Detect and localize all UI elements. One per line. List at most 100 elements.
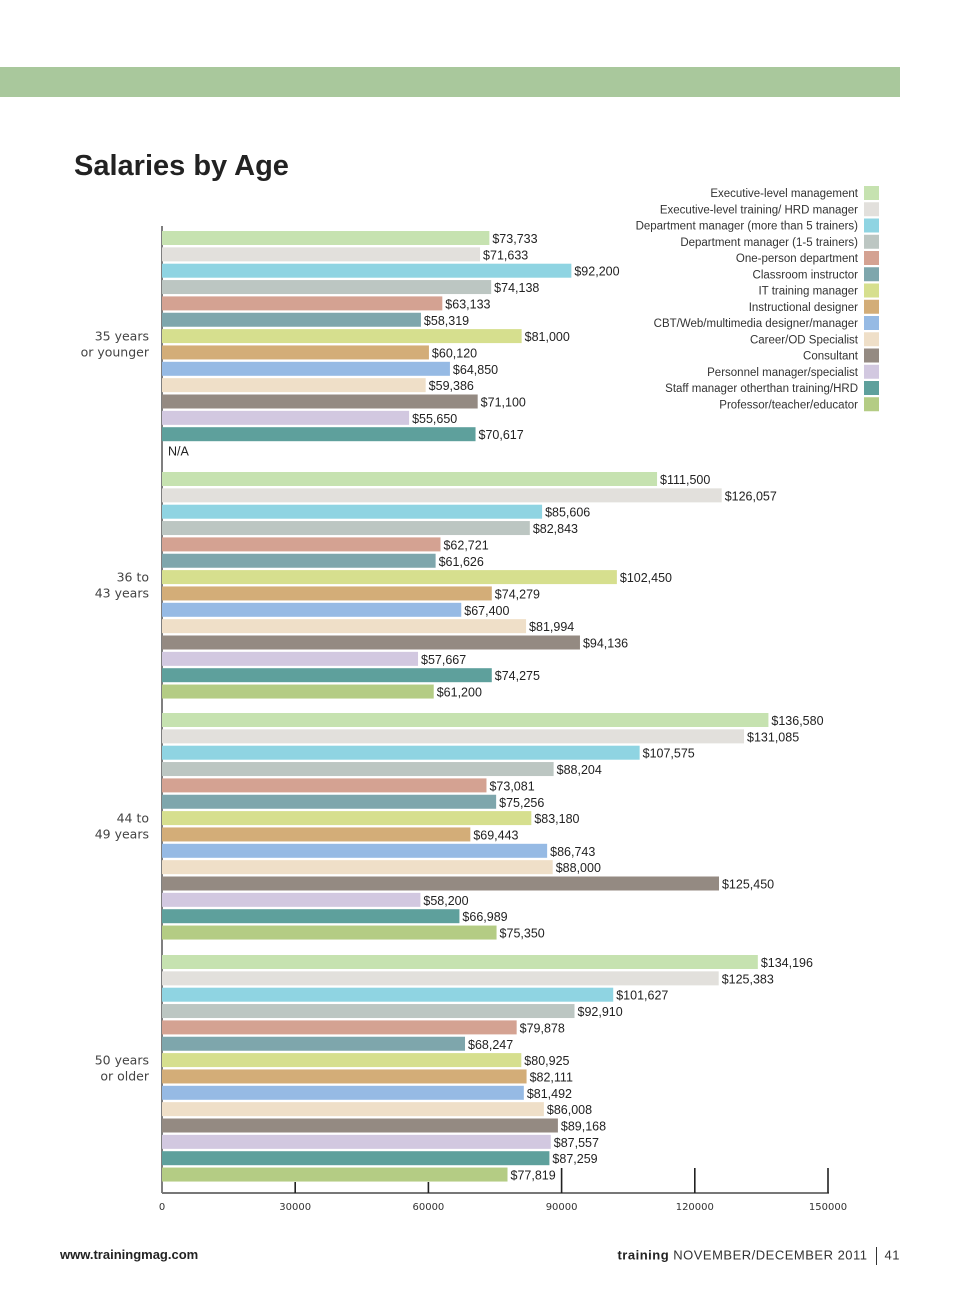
bar [162, 329, 522, 344]
bar [162, 909, 460, 924]
legend-label: Department manager (more than 5 trainers… [636, 221, 859, 233]
bar [162, 1020, 517, 1035]
bar [162, 427, 476, 442]
bar [162, 602, 462, 617]
data-label: $75,350 [500, 927, 545, 941]
footer-issue-info: training NOVEMBER/DECEMBER 2011 41 [617, 1247, 900, 1265]
data-label: $63,133 [445, 297, 490, 311]
bar [162, 876, 719, 891]
legend-swatch [864, 283, 879, 298]
legend-swatch [864, 364, 879, 379]
data-label: $68,247 [468, 1038, 513, 1052]
data-label: $82,843 [533, 522, 578, 536]
data-label: $64,850 [453, 363, 498, 377]
data-label: $88,000 [556, 861, 601, 875]
bar [162, 1053, 522, 1068]
legend-label: Personnel manager/specialist [707, 367, 859, 379]
data-label: $57,667 [421, 653, 466, 667]
legend-swatch [864, 381, 879, 395]
data-label: $86,743 [550, 845, 595, 859]
data-label: $87,557 [554, 1136, 599, 1150]
data-label: $86,008 [547, 1103, 592, 1117]
bar [162, 361, 450, 376]
x-tick-label: 60000 [412, 1202, 444, 1213]
legend-label: IT training manager [758, 286, 858, 298]
category-label: 36 to [117, 569, 149, 584]
legend-swatch [864, 251, 879, 265]
x-tick-label: 90000 [546, 1202, 578, 1213]
data-label: $125,383 [722, 972, 774, 986]
data-label: $134,196 [761, 956, 813, 970]
bar [162, 955, 758, 969]
bar [162, 1102, 544, 1117]
data-label: $83,180 [534, 812, 579, 826]
category-label: 43 years [95, 585, 149, 600]
bar [162, 762, 554, 777]
category-label: 50 years [95, 1052, 149, 1067]
data-label: $136,580 [771, 714, 823, 728]
data-label: $59,386 [429, 379, 474, 393]
bar [162, 619, 527, 634]
data-label: N/A [168, 445, 190, 459]
bar [162, 1151, 550, 1166]
bar [162, 312, 421, 327]
bar [162, 827, 471, 842]
bar [162, 1134, 551, 1149]
legend-label: Executive-level management [710, 188, 858, 200]
data-label: $61,200 [437, 686, 482, 700]
legend-swatch [864, 267, 879, 282]
data-label: $75,256 [499, 796, 544, 810]
data-label: $87,259 [552, 1152, 597, 1166]
bar [162, 778, 487, 793]
data-label: $102,450 [620, 571, 672, 585]
legend-swatch [864, 397, 879, 412]
data-label: $92,200 [574, 265, 619, 279]
bar [162, 892, 421, 907]
bar [162, 1118, 558, 1133]
bar [162, 713, 769, 727]
category-label: 49 years [95, 826, 149, 841]
data-label: $85,606 [545, 506, 590, 520]
bar [162, 378, 426, 393]
bar [162, 345, 429, 360]
bar [162, 987, 614, 1002]
data-label: $111,500 [660, 473, 710, 487]
bar [162, 651, 419, 666]
data-label: $70,617 [479, 428, 524, 442]
data-label: $60,120 [432, 346, 477, 360]
bar [162, 1069, 527, 1084]
bar [162, 843, 548, 858]
data-label: $94,136 [583, 637, 628, 651]
legend-label: Consultant [803, 351, 859, 363]
legend-swatch [864, 348, 879, 363]
data-label: $58,200 [423, 894, 468, 908]
data-label: $67,400 [464, 604, 509, 618]
bar [162, 504, 543, 519]
data-label: $77,819 [511, 1169, 556, 1183]
bar [162, 410, 410, 425]
footer-magazine: training [617, 1247, 670, 1263]
data-label: $82,111 [530, 1070, 573, 1084]
x-tick-label: 0 [159, 1202, 165, 1213]
data-label: $125,450 [722, 878, 774, 892]
category-label: or older [100, 1068, 150, 1083]
chart-title: Salaries by Age [74, 150, 289, 182]
legend-swatch [864, 316, 879, 330]
bar [162, 860, 553, 875]
header-band [0, 67, 900, 97]
legend-label: Professor/teacher/educator [719, 399, 858, 411]
data-label: $81,492 [527, 1087, 572, 1101]
data-label: $81,994 [529, 620, 574, 634]
legend-label: Staff manager otherthan training/HRD [665, 383, 858, 395]
data-label: $73,733 [492, 232, 537, 246]
data-label: $71,100 [481, 396, 526, 410]
bar [162, 586, 492, 601]
bar [162, 745, 640, 760]
x-tick-label: 120000 [676, 1202, 714, 1213]
data-label: $58,319 [424, 314, 469, 328]
x-tick-label: 30000 [279, 1202, 311, 1213]
bar [162, 263, 572, 278]
footer-issue: NOVEMBER/DECEMBER 2011 [673, 1247, 868, 1263]
bar [162, 684, 434, 699]
bar [162, 537, 441, 552]
